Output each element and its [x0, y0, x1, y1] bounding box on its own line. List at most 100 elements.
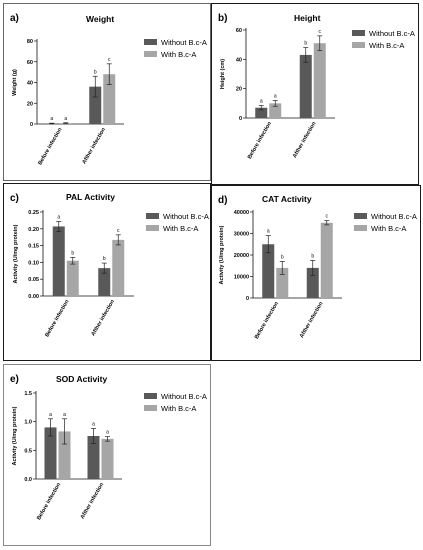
bar [299, 54, 312, 118]
legend-label: Without B.c-A [371, 212, 417, 221]
x-tick-label: Afther infection [90, 298, 116, 337]
legend-label: Without B.c-A [161, 38, 207, 47]
y-tick-label: 0.15 [28, 244, 39, 250]
bar [52, 226, 65, 296]
significance-letter: a [106, 430, 109, 436]
legend-swatch [352, 30, 365, 36]
panel-height: b) Height 0 20 40 60 Height (cm) a a Before infec… [211, 3, 419, 185]
y-tick-label: 0 [30, 122, 33, 128]
legend-swatch [354, 225, 367, 231]
chart-title: PAL Activity [66, 192, 115, 202]
legend-label: Without B.c-A [163, 212, 209, 221]
significance-letter: b [311, 253, 314, 259]
y-axis-label: Activity (U/mg protein) [219, 225, 225, 284]
x-tick-label: Before infection [37, 126, 63, 166]
significance-letter: a [274, 93, 277, 99]
legend-label: With B.c-A [161, 50, 196, 59]
chart-e-svg: e) SOD Activity 0.0 0.5 1.0 1.5 Activity (U/mg… [10, 374, 207, 521]
y-axis-label: Activity (U/mg protein) [13, 224, 19, 283]
y-tick-label: 0.00 [28, 294, 39, 300]
y-tick-label: 20000 [234, 253, 249, 259]
bar [255, 107, 268, 118]
legend-swatch [354, 213, 367, 219]
y-tick-label: 60 [27, 60, 33, 66]
chart-b-svg: b) Height 0 20 40 60 Height (cm) a a Before infec… [218, 13, 415, 160]
significance-letter: c [108, 57, 111, 63]
y-tick-label: 60 [236, 28, 242, 34]
significance-letter: c [326, 214, 329, 220]
y-tick-label: 1.5 [24, 391, 32, 397]
panel-sod-activity: e) SOD Activity 0.0 0.5 1.0 1.5 Activity (U/mg… [3, 364, 211, 546]
y-tick-label: 40 [27, 81, 33, 87]
y-tick-label: 40000 [234, 210, 249, 216]
y-tick-label: 0.25 [28, 210, 39, 216]
significance-letter: b [281, 254, 284, 260]
y-tick-label: 0.20 [28, 227, 39, 233]
x-tick-label: Afther infection [292, 120, 318, 159]
significance-letter: b [103, 256, 106, 262]
legend-label: With B.c-A [161, 404, 196, 413]
bar [306, 267, 319, 298]
y-tick-label: 40 [236, 57, 242, 63]
significance-letter: a [57, 214, 60, 220]
y-tick-label: 0.5 [24, 448, 32, 454]
y-axis-label: Activity (U/mg protein) [12, 406, 18, 465]
y-tick-label: 0.0 [24, 477, 32, 483]
bar [276, 267, 289, 298]
y-tick-label: 1.0 [24, 420, 32, 426]
significance-letter: a [64, 116, 67, 122]
bar [89, 86, 102, 124]
panel-weight: a) Weight 0 20 40 60 80 Weight (g) a a Before infe… [3, 3, 211, 181]
y-tick-label: 0.05 [28, 277, 39, 283]
y-tick-label: 20 [27, 101, 33, 107]
legend-swatch [146, 213, 159, 219]
significance-letter: a [50, 116, 53, 122]
y-tick-label: 10000 [234, 275, 249, 281]
bar [103, 74, 116, 124]
y-tick-label: 20 [236, 87, 242, 93]
legend-label: Without B.c-A [369, 29, 415, 38]
chart-d-svg: d) CAT Activity 0 10000 20000 30000 40000 Activ… [218, 194, 417, 340]
chart-title: CAT Activity [262, 194, 312, 204]
y-tick-label: 0 [239, 116, 242, 122]
bar [98, 268, 111, 296]
significance-letter: b [304, 41, 307, 47]
chart-title: Height [294, 13, 321, 23]
chart-title: SOD Activity [56, 374, 107, 384]
significance-letter: a [49, 412, 52, 418]
x-tick-label: Afther infection [299, 300, 325, 339]
panel-letter: a) [10, 13, 19, 24]
bar [87, 436, 100, 479]
legend-swatch [352, 42, 365, 48]
bar [58, 431, 71, 479]
legend-swatch [144, 393, 157, 399]
x-tick-label: Before infection [254, 300, 280, 340]
y-axis-label: Height (cm) [220, 59, 226, 89]
y-tick-label: 30000 [234, 232, 249, 238]
x-tick-label: Before infection [44, 298, 70, 338]
panel-letter: e) [10, 374, 19, 385]
y-tick-label: 0.10 [28, 260, 39, 266]
chart-c-svg: c) PAL Activity 0.00 0.05 0.10 0.15 0.20 0.25 Ac… [10, 192, 209, 338]
significance-letter: c [117, 228, 120, 234]
x-tick-label: Afther infection [81, 126, 107, 165]
bar [44, 427, 57, 479]
bar [101, 438, 114, 479]
chart-title: Weight [86, 14, 114, 24]
legend-swatch [144, 405, 157, 411]
significance-letter: a [267, 229, 270, 235]
significance-letter: b [94, 69, 97, 75]
y-axis-label: Weight (g) [12, 69, 18, 96]
bar [269, 103, 282, 118]
x-tick-label: Before infection [36, 481, 62, 521]
panel-letter: d) [218, 195, 227, 206]
legend-swatch [144, 51, 157, 57]
legend-label: With B.c-A [163, 224, 198, 233]
bar [320, 222, 333, 298]
x-tick-label: Afther infection [80, 481, 106, 520]
bar [313, 43, 326, 119]
panel-pal-activity: c) PAL Activity 0.00 0.05 0.10 0.15 0.20 0.25 Ac… [3, 183, 211, 361]
significance-letter: b [71, 250, 74, 256]
